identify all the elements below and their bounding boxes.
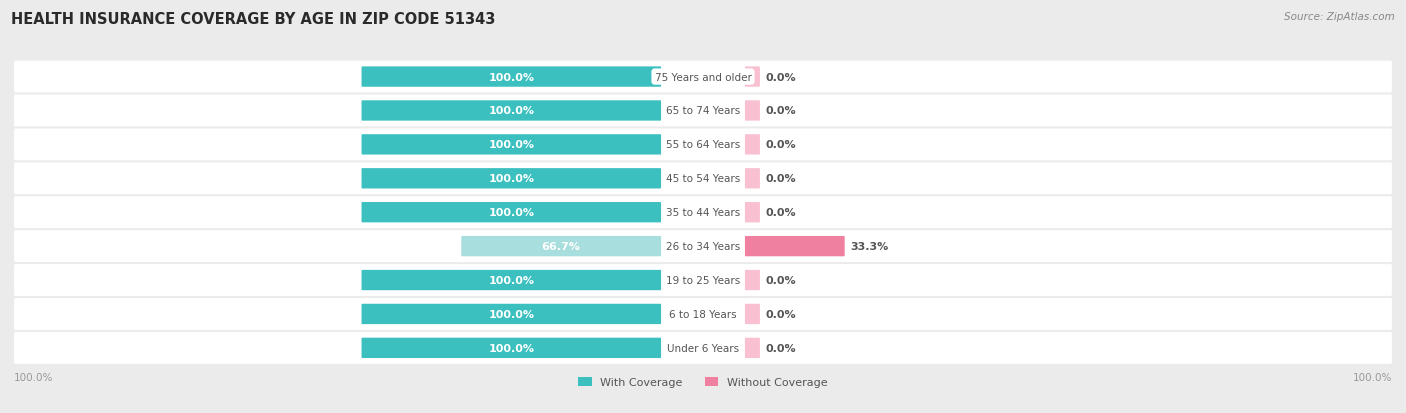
Text: 100.0%: 100.0% bbox=[488, 208, 534, 218]
FancyBboxPatch shape bbox=[14, 332, 1392, 364]
FancyBboxPatch shape bbox=[745, 338, 759, 358]
FancyBboxPatch shape bbox=[14, 197, 1392, 228]
FancyBboxPatch shape bbox=[745, 101, 759, 121]
FancyBboxPatch shape bbox=[361, 169, 661, 189]
FancyBboxPatch shape bbox=[361, 202, 661, 223]
FancyBboxPatch shape bbox=[745, 202, 759, 223]
Text: 0.0%: 0.0% bbox=[766, 275, 797, 285]
FancyBboxPatch shape bbox=[361, 270, 661, 290]
FancyBboxPatch shape bbox=[461, 236, 661, 256]
Legend: With Coverage, Without Coverage: With Coverage, Without Coverage bbox=[574, 372, 832, 392]
Text: 100.0%: 100.0% bbox=[1353, 373, 1392, 382]
FancyBboxPatch shape bbox=[361, 135, 661, 155]
Text: 35 to 44 Years: 35 to 44 Years bbox=[666, 208, 740, 218]
Text: 100.0%: 100.0% bbox=[488, 309, 534, 319]
FancyBboxPatch shape bbox=[14, 230, 1392, 262]
FancyBboxPatch shape bbox=[745, 135, 759, 155]
Text: 0.0%: 0.0% bbox=[766, 208, 797, 218]
Text: 100.0%: 100.0% bbox=[488, 174, 534, 184]
FancyBboxPatch shape bbox=[14, 298, 1392, 330]
Text: 66.7%: 66.7% bbox=[541, 242, 581, 252]
Text: 0.0%: 0.0% bbox=[766, 309, 797, 319]
Text: 33.3%: 33.3% bbox=[851, 242, 889, 252]
FancyBboxPatch shape bbox=[361, 101, 661, 121]
FancyBboxPatch shape bbox=[745, 270, 759, 290]
Text: 75 Years and older: 75 Years and older bbox=[655, 72, 751, 82]
FancyBboxPatch shape bbox=[745, 67, 759, 88]
Text: Source: ZipAtlas.com: Source: ZipAtlas.com bbox=[1284, 12, 1395, 22]
FancyBboxPatch shape bbox=[745, 236, 845, 256]
Text: 100.0%: 100.0% bbox=[14, 373, 53, 382]
Text: 0.0%: 0.0% bbox=[766, 343, 797, 353]
Text: 19 to 25 Years: 19 to 25 Years bbox=[666, 275, 740, 285]
Text: 0.0%: 0.0% bbox=[766, 174, 797, 184]
Text: 6 to 18 Years: 6 to 18 Years bbox=[669, 309, 737, 319]
Text: 0.0%: 0.0% bbox=[766, 106, 797, 116]
Text: 0.0%: 0.0% bbox=[766, 72, 797, 82]
Text: 0.0%: 0.0% bbox=[766, 140, 797, 150]
Text: 100.0%: 100.0% bbox=[488, 106, 534, 116]
FancyBboxPatch shape bbox=[14, 264, 1392, 296]
Text: Under 6 Years: Under 6 Years bbox=[666, 343, 740, 353]
Text: 100.0%: 100.0% bbox=[488, 343, 534, 353]
Text: 55 to 64 Years: 55 to 64 Years bbox=[666, 140, 740, 150]
FancyBboxPatch shape bbox=[745, 169, 759, 189]
FancyBboxPatch shape bbox=[14, 95, 1392, 127]
FancyBboxPatch shape bbox=[745, 304, 759, 324]
Text: 100.0%: 100.0% bbox=[488, 72, 534, 82]
FancyBboxPatch shape bbox=[361, 67, 661, 88]
FancyBboxPatch shape bbox=[361, 304, 661, 324]
FancyBboxPatch shape bbox=[14, 62, 1392, 93]
Text: 26 to 34 Years: 26 to 34 Years bbox=[666, 242, 740, 252]
Text: 65 to 74 Years: 65 to 74 Years bbox=[666, 106, 740, 116]
Text: HEALTH INSURANCE COVERAGE BY AGE IN ZIP CODE 51343: HEALTH INSURANCE COVERAGE BY AGE IN ZIP … bbox=[11, 12, 496, 27]
Text: 100.0%: 100.0% bbox=[488, 140, 534, 150]
FancyBboxPatch shape bbox=[361, 338, 661, 358]
Text: 100.0%: 100.0% bbox=[488, 275, 534, 285]
FancyBboxPatch shape bbox=[14, 163, 1392, 195]
FancyBboxPatch shape bbox=[14, 129, 1392, 161]
Text: 45 to 54 Years: 45 to 54 Years bbox=[666, 174, 740, 184]
